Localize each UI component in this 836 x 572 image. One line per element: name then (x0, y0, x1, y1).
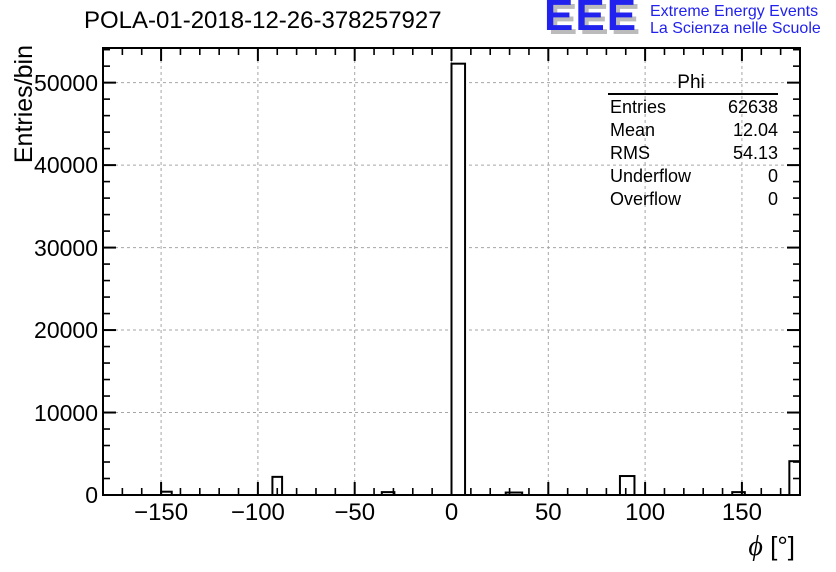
eee-logo-shadow: EEE (548, 0, 643, 44)
y-tick-label: 50000 (34, 69, 98, 96)
stats-separator (608, 93, 778, 95)
x-axis-title: ϕ [°] (650, 531, 795, 563)
stats-value: 0 (767, 166, 778, 186)
eee-tagline-line1: Extreme Energy Events (650, 3, 819, 20)
y-axis-title: Entries/bin (10, 45, 38, 164)
eee-tagline: Extreme Energy Events La Scienza nelle S… (650, 3, 821, 37)
stats-label: Overflow (610, 189, 682, 209)
y-tick-label: 10000 (34, 399, 98, 426)
stats-box: Phi Entries 62638 Mean 12.04 RMS 54.13 U… (603, 73, 779, 211)
x-tick-label: 100 (625, 499, 666, 526)
stats-value: 54.13 (732, 143, 778, 163)
stats-label: Mean (610, 120, 656, 140)
stats-value: 12.04 (732, 120, 778, 140)
plot-title: POLA-01-2018-12-26-378257927 (84, 7, 442, 34)
stats-row-mean: Mean 12.04 (603, 119, 779, 142)
x-tick-label: 150 (721, 499, 762, 526)
x-tick-label: −100 (230, 499, 285, 526)
stats-label: Entries (610, 97, 667, 117)
stats-label: Underflow (610, 166, 692, 186)
x-tick-label: 0 (444, 499, 459, 526)
stats-label: RMS (610, 143, 650, 163)
eee-logo-text: EEE (544, 0, 639, 40)
histogram-bar (618, 475, 636, 497)
x-tick-label: 50 (534, 499, 562, 526)
stats-row-underflow: Underflow 0 (603, 165, 779, 188)
stats-value: 62638 (727, 97, 778, 117)
stats-row-overflow: Overflow 0 (603, 188, 779, 211)
x-tick-label: −50 (334, 499, 376, 526)
x-axis-unit: [°] (762, 531, 795, 561)
stats-row-entries: Entries 62638 (603, 96, 779, 119)
eee-tagline-line2: La Scienza nelle Scuole (650, 20, 821, 37)
x-tick-label: −150 (134, 499, 189, 526)
stats-row-rms: RMS 54.13 (603, 142, 779, 165)
y-tick-label: 30000 (34, 234, 98, 261)
y-tick-label: 40000 (34, 152, 98, 179)
stats-value: 0 (767, 189, 778, 209)
y-tick-label: 0 (85, 482, 98, 508)
histogram-bar (450, 62, 467, 497)
y-tick-label: 20000 (34, 317, 98, 344)
phi-symbol: ϕ (748, 531, 763, 562)
stats-title: Phi (677, 72, 705, 93)
